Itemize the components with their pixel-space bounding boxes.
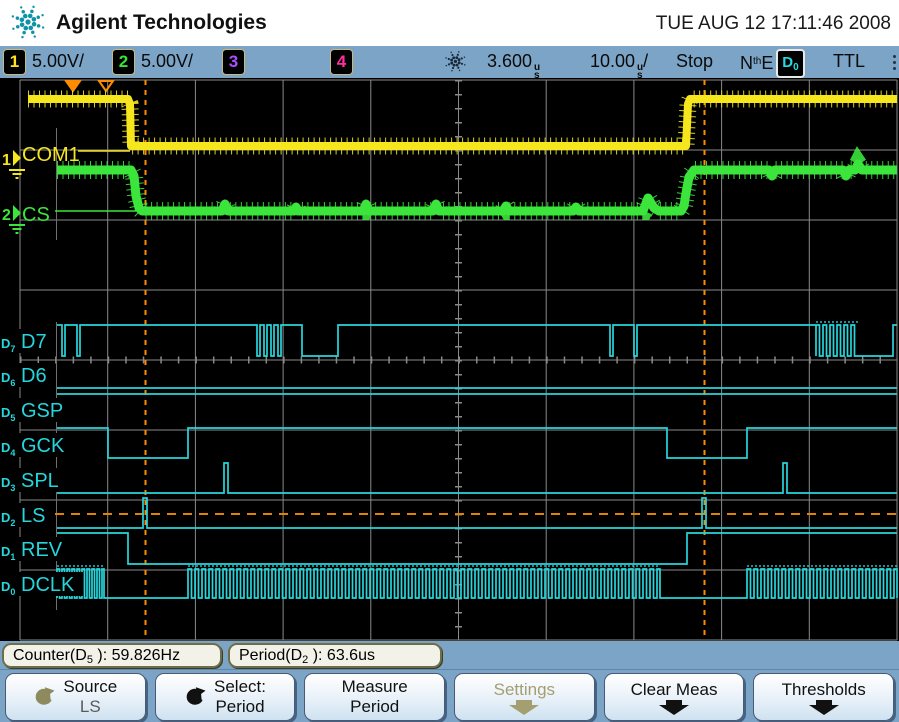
toolbar-dots-icon — [893, 55, 896, 58]
softkey-settings[interactable]: Settings — [454, 673, 595, 721]
datetime: TUE AUG 12 17:11:46 2008 — [655, 13, 891, 34]
gutter-label-d3: D3 — [1, 475, 15, 493]
label-gsp: GSP — [21, 400, 63, 422]
top-bar: Agilent Technologies TUE AUG 12 17:11:46… — [0, 0, 899, 46]
trace-d7 — [57, 324, 897, 357]
label-ls: LS — [21, 505, 45, 527]
label-box — [19, 537, 67, 561]
gutter-label-d2: D2 — [1, 510, 15, 528]
gutter-label-d1: D1 — [1, 544, 15, 562]
scope-plot: COM1 1 CS 2 D7 D7 D6 D6 GSP D5 GCK D4 SPL D3 LS D2 REV D1… — [1, 79, 898, 641]
trigger-delay: 3.600 u s — [487, 51, 541, 81]
label-spl: SPL — [21, 470, 59, 492]
run-state-badge[interactable]: Stop — [676, 51, 714, 71]
knob-icon — [36, 687, 55, 705]
label-d6: D6 — [21, 365, 47, 387]
measurement-bar: Counter(D5 ): 59.826Hz Period(D2 ): 63.6… — [0, 641, 899, 669]
label-box — [19, 503, 52, 527]
label-box — [19, 329, 53, 353]
gutter-label-d4: D4 — [1, 440, 15, 458]
softkey-label: Thresholds — [781, 679, 866, 699]
trigger-marker-icon — [64, 80, 82, 93]
gutter-label-d5: D5 — [1, 405, 15, 423]
trace-noise-com1 — [28, 90, 897, 155]
softkey-value: Period — [350, 697, 400, 716]
channel-marker-arrow-icon — [13, 205, 21, 221]
label-cs: CS — [22, 204, 50, 226]
label-dclk: DCLK — [21, 574, 75, 596]
channel-marker-arrow-icon — [13, 150, 21, 166]
trace-rev — [57, 532, 897, 565]
softkey-select[interactable]: Select: Period — [154, 673, 296, 721]
counter-readout[interactable]: Counter(D5 ): 59.826Hz — [2, 643, 222, 668]
agilent-logo-icon — [11, 5, 45, 39]
softkey-measure[interactable]: Measure Period — [304, 673, 446, 721]
label-com1: COM1 — [22, 144, 80, 166]
label-gck: GCK — [21, 435, 65, 457]
trigger-coupling: TTL — [833, 51, 866, 71]
gutter-label-d7: D7 — [1, 336, 15, 354]
softkey-bar: Source LS Select: Period Measure Period … — [0, 669, 899, 722]
status-toolbar: 1 5.00V/ 2 5.00V/ 3 4 3.600 u s 10.00 u s / S… — [0, 46, 899, 81]
trace-ls — [57, 497, 897, 529]
down-arrow-icon — [659, 699, 690, 715]
softkey-thresholds[interactable]: Thresholds — [753, 673, 895, 721]
trace-dclk — [56, 568, 898, 599]
trace-cs — [57, 159, 897, 216]
channel-4-key[interactable]: 4 — [330, 49, 353, 75]
trace-com1 — [28, 95, 897, 150]
label-box — [19, 572, 83, 596]
channel-1-scale: 5.00V/ — [32, 51, 85, 71]
label-box — [19, 398, 67, 422]
timebase: 10.00 u s / — [590, 51, 649, 81]
label-box — [19, 363, 53, 387]
softkey-label: Settings — [493, 679, 556, 699]
softkey-value: LS — [79, 697, 101, 716]
channel-marker: 1 — [2, 152, 11, 169]
channel-2-key[interactable]: 2 — [112, 49, 135, 75]
down-arrow-icon — [808, 699, 839, 715]
channel-2-scale: 5.00V/ — [141, 51, 194, 71]
softkey-label: Source — [63, 677, 118, 696]
softkey-clear-meas[interactable]: Clear Meas — [603, 673, 745, 721]
down-arrow-icon — [509, 699, 540, 715]
softkey-label: Measure — [341, 677, 408, 696]
gutter-label-d0: D0 — [1, 579, 15, 597]
label-rev: REV — [21, 539, 63, 561]
trigger-mode: NthE — [740, 53, 774, 73]
trace-spl — [57, 462, 897, 494]
trigger-marker-icon — [97, 80, 115, 93]
softkey-value: Period — [215, 697, 265, 716]
softkey-label: Clear Meas — [630, 679, 718, 699]
period-readout[interactable]: Period(D2 ): 63.6us — [228, 643, 442, 668]
trigger-source-badge: D0 — [776, 49, 805, 78]
gutter-label-d6: D6 — [1, 370, 15, 388]
softkey-label: Select: — [214, 677, 266, 696]
channel-1-key[interactable]: 1 — [3, 49, 26, 75]
knob-icon — [186, 687, 206, 705]
label-box — [19, 468, 63, 492]
label-d7: D7 — [21, 331, 47, 353]
agilent-spark-icon — [445, 51, 466, 72]
brand-title: Agilent Technologies — [56, 11, 267, 34]
label-box — [19, 433, 69, 457]
softkey-source[interactable]: Source LS — [5, 673, 146, 721]
trace-gck — [57, 427, 897, 459]
channel-marker: 2 — [2, 207, 11, 224]
channel-3-key[interactable]: 3 — [222, 49, 245, 75]
scope-display: COM1 1 CS 2 D7 D7 D6 D6 GSP D5 GCK D4 SPL D3 LS D2 REV D1… — [0, 78, 899, 641]
